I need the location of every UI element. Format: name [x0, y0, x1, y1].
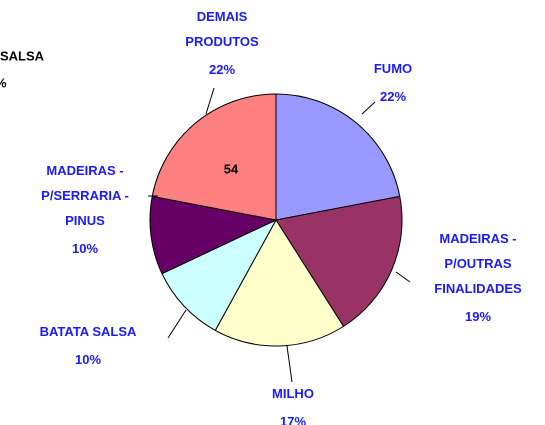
value-label: 17% — [280, 414, 306, 425]
label-line: MILHO — [272, 386, 314, 401]
leader-line — [395, 271, 411, 283]
label-line: BATATA SALSA — [40, 324, 137, 339]
slice-label: FUMO 22% — [374, 61, 412, 104]
slice-label: MILHO 17% — [272, 386, 314, 425]
label-line: P/SERRARIA - — [41, 188, 129, 203]
value-label: 19% — [465, 309, 491, 324]
pie — [149, 93, 403, 347]
pie-slice — [149, 195, 278, 275]
slice-label: MADEIRAS - P/SERRARIA - PINUS 10% — [41, 163, 129, 256]
label-line: P/OUTRAS — [444, 256, 512, 271]
label-line: FUMO — [374, 61, 412, 76]
pie-slice — [214, 219, 345, 347]
slice-label: DEMAIS PRODUTOS 22% — [185, 9, 259, 77]
leader-line — [167, 309, 187, 339]
pie-slice — [161, 218, 278, 332]
label-line: PRODUTOS — [185, 34, 259, 49]
leader-line — [286, 345, 293, 383]
value-label: 10% — [75, 352, 101, 367]
label-line: MADEIRAS - — [46, 163, 123, 178]
value-label: 22% — [209, 62, 235, 77]
pie-slice — [275, 93, 401, 221]
leader-line — [205, 87, 215, 115]
pie-slice — [275, 195, 403, 328]
label-line: MADEIRAS - — [439, 231, 516, 246]
annotation: 54 — [224, 161, 239, 176]
slice-label: MADEIRAS - P/OUTRAS FINALIDADES 19% — [434, 231, 522, 324]
value-label: 22% — [380, 89, 406, 104]
pie-slice — [151, 93, 277, 221]
annotation: % — [0, 75, 7, 90]
label-line: DEMAIS — [197, 9, 248, 24]
value-label: 10% — [72, 241, 98, 256]
annotation: SALSA — [0, 48, 45, 63]
label-line: FINALIDADES — [434, 281, 522, 296]
slice-label: BATATA SALSA 10% — [40, 324, 137, 367]
leader-line — [361, 101, 376, 115]
label-line: PINUS — [65, 213, 105, 228]
